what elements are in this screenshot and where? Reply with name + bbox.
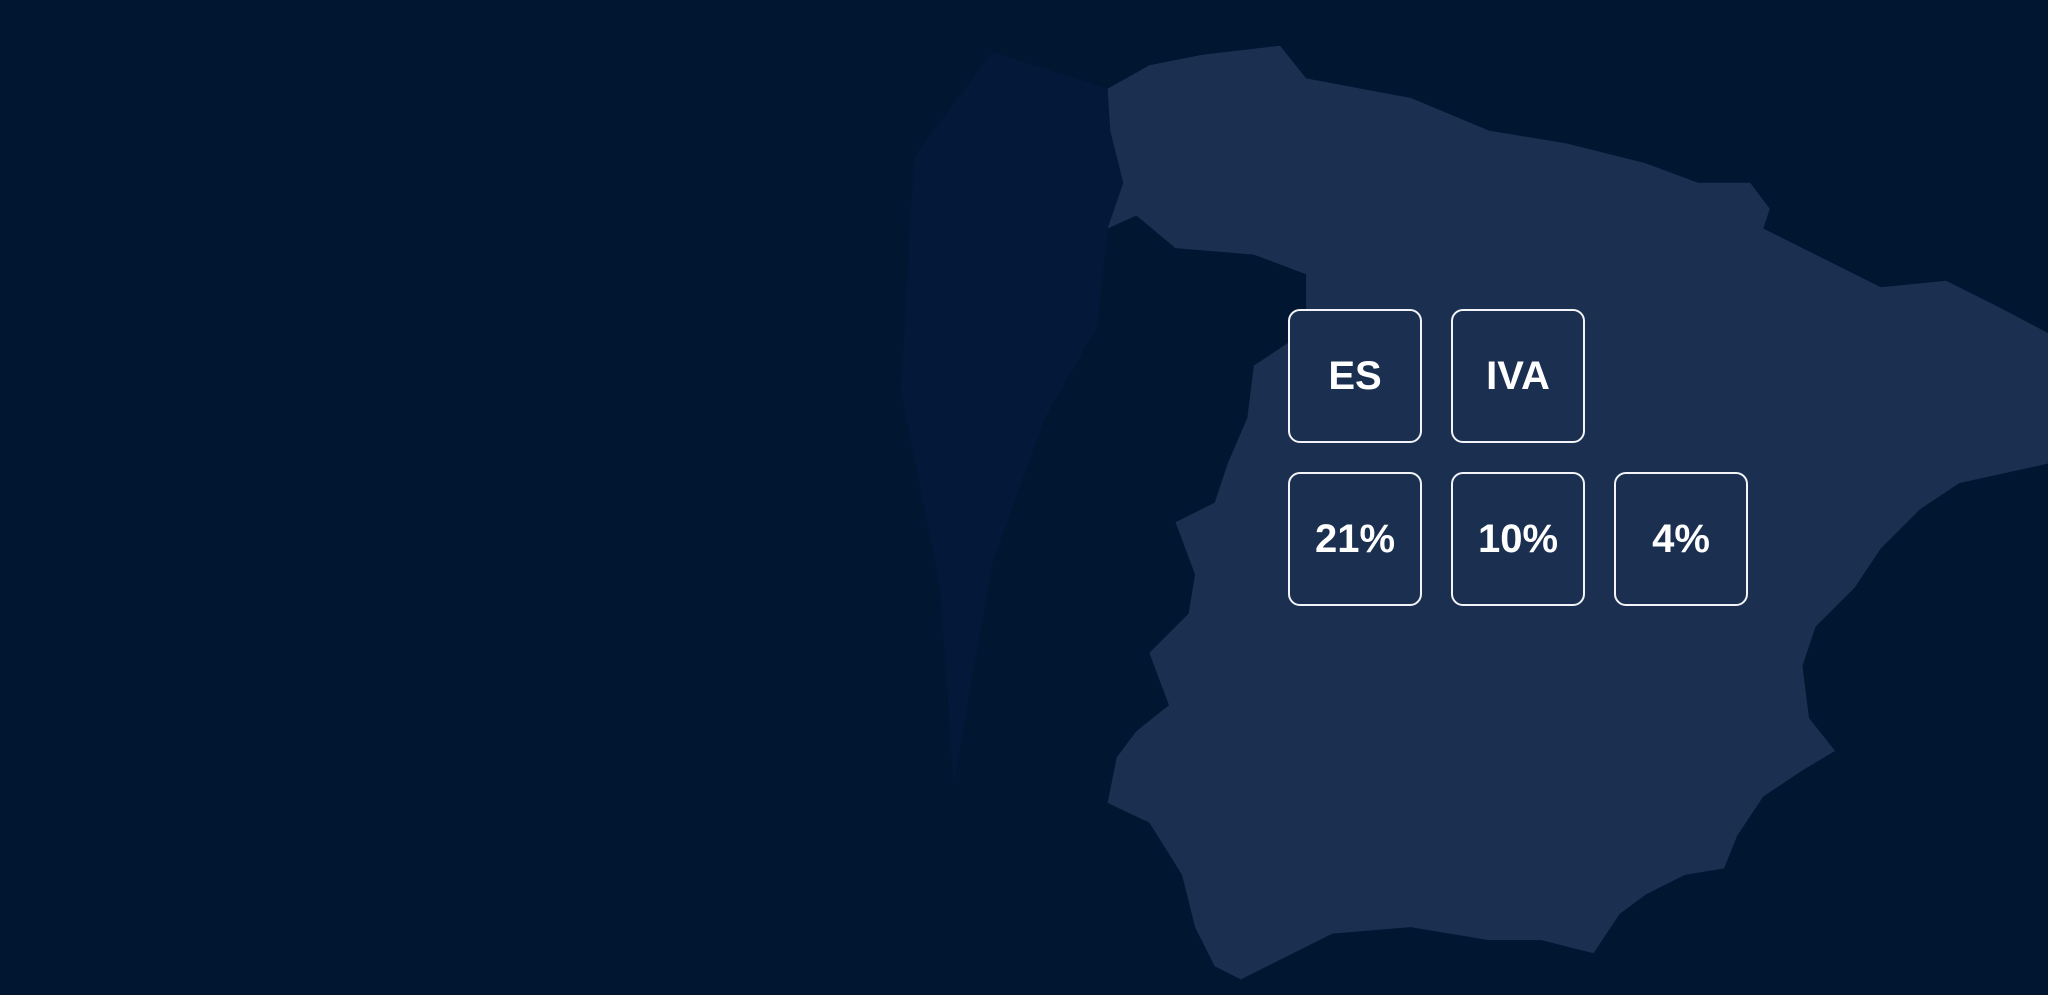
standard-rate-tile: 21%	[1288, 472, 1422, 606]
country-code-tile: ES	[1288, 309, 1422, 443]
tax-name: IVA	[1486, 353, 1550, 398]
super-reduced-rate: 4%	[1652, 516, 1710, 561]
super-reduced-rate-tile: 4%	[1614, 472, 1748, 606]
tax-name-tile: IVA	[1451, 309, 1585, 443]
neighbor-land-shape	[901, 52, 1124, 784]
reduced-rate-tile: 10%	[1451, 472, 1585, 606]
reduced-rate: 10%	[1477, 516, 1559, 561]
country-code: ES	[1328, 353, 1382, 398]
standard-rate: 21%	[1314, 516, 1396, 561]
